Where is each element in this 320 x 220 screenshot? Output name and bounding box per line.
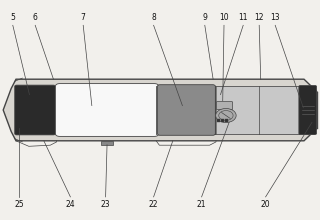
- Circle shape: [216, 108, 236, 123]
- Text: 8: 8: [151, 13, 156, 22]
- Text: 23: 23: [101, 200, 110, 209]
- Text: 25: 25: [14, 200, 24, 209]
- Bar: [217, 119, 220, 122]
- Bar: [221, 119, 224, 122]
- Polygon shape: [3, 79, 317, 141]
- Text: 6: 6: [33, 13, 38, 22]
- Text: 13: 13: [270, 13, 280, 22]
- Text: 10: 10: [219, 13, 229, 22]
- Bar: [101, 141, 113, 145]
- FancyBboxPatch shape: [55, 84, 159, 136]
- Text: 20: 20: [261, 200, 270, 209]
- Text: 7: 7: [81, 13, 86, 22]
- FancyBboxPatch shape: [15, 85, 55, 135]
- FancyBboxPatch shape: [299, 86, 316, 134]
- Bar: [216, 86, 299, 134]
- FancyBboxPatch shape: [157, 85, 215, 135]
- FancyBboxPatch shape: [216, 102, 233, 110]
- Bar: [225, 119, 228, 122]
- Text: 12: 12: [254, 13, 264, 22]
- Text: 5: 5: [10, 13, 15, 22]
- Text: 24: 24: [66, 200, 75, 209]
- Text: 9: 9: [202, 13, 207, 22]
- Text: 22: 22: [149, 200, 158, 209]
- Text: 11: 11: [238, 13, 248, 22]
- Text: 21: 21: [197, 200, 206, 209]
